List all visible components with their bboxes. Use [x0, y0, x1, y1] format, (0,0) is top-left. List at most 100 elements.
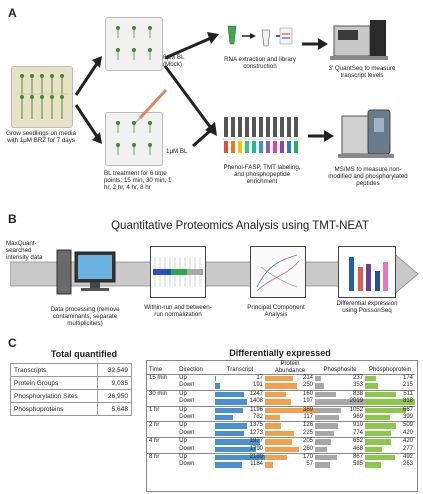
phosphosite-bar — [315, 391, 336, 398]
time-cell: 1 hr — [149, 406, 160, 413]
phosphoprotein-bar — [365, 415, 390, 421]
col-transcript: Transcript — [226, 367, 254, 373]
phosphosite-value: 652 — [352, 438, 363, 445]
phosphosite-cell: 910 — [315, 422, 365, 430]
row-value: 9,035 — [97, 376, 132, 390]
phosphoprotein-value: 277 — [402, 445, 413, 452]
row-value: 32,549 — [97, 363, 132, 377]
transcript-bar — [215, 399, 247, 405]
phosphosite-cell: 652 — [315, 438, 365, 446]
protein-bar — [265, 462, 273, 468]
phosphosite-value: 1052 — [349, 406, 363, 413]
protein-bar — [265, 376, 293, 382]
mass-spectrometer-icon — [338, 109, 394, 158]
transcript-bar — [215, 415, 233, 421]
transcript-value: 1196 — [250, 406, 263, 413]
transcript-cell: 1977 — [215, 438, 265, 446]
table-row: 30 min Up 1247 160 838 511 — [147, 390, 415, 398]
protein-cell: 197 — [265, 398, 315, 406]
phosphoprotein-value: 492 — [402, 454, 413, 461]
table-row: 15 min Up 17 214 237 174 — [147, 374, 415, 383]
phenol-label: Phenol-FASP, TMT labeling, and phosphope… — [223, 164, 301, 186]
table-row: Phosphorylation Sites 26,950 — [9, 389, 132, 403]
phosphosite-value: 468 — [352, 445, 363, 452]
phosphosite-bar — [315, 407, 341, 414]
transcript-value: 1375 — [249, 422, 263, 429]
phosphoprotein-bar — [365, 430, 391, 437]
diffexp-bar — [366, 263, 371, 291]
tmt-tubes-icon — [222, 117, 302, 153]
pca-plot — [250, 246, 306, 298]
phosphoprotein-cell: 420 — [365, 438, 415, 446]
row-value: 5,648 — [97, 402, 132, 416]
phosphoprotein-bar — [365, 439, 391, 445]
protein-cell: 126 — [265, 422, 315, 430]
diff-expressed-table: Time Direction Transcript Protein Abunda… — [147, 361, 415, 469]
table-row: Down 1790 260 468 277 — [147, 446, 415, 454]
phosphoprotein-value: 509 — [402, 422, 413, 429]
rna-label: RNA extraction and library construction — [224, 56, 296, 71]
seedlings-icon — [16, 74, 68, 119]
phosphosite-bar — [315, 399, 365, 405]
transcript-value: 1184 — [250, 461, 263, 468]
time-cell — [147, 414, 177, 422]
time-cell — [147, 461, 177, 468]
phosphoprotein-value: 667 — [402, 406, 413, 413]
direction-cell: Down — [179, 429, 195, 436]
transcript-value: 191 — [252, 382, 263, 389]
table-row: Protein Groups 9,035 — [9, 376, 132, 390]
table-row: Phosphoproteins 5,648 — [9, 402, 132, 416]
time-cell — [147, 398, 177, 406]
protein-cell: 214 — [265, 375, 315, 383]
protein-cell: 260 — [265, 446, 315, 454]
diffexp-bars — [345, 251, 391, 291]
protein-bar — [265, 415, 280, 421]
bl-label: 1μM BL — [166, 148, 188, 155]
protein-bar — [265, 423, 281, 429]
phosphoprotein-cell: 174 — [365, 375, 415, 383]
time-cell: 15 min — [149, 375, 168, 381]
transcript-cell: 1408 — [215, 398, 265, 406]
transcript-bar — [215, 430, 244, 437]
direction-cell: Up — [179, 454, 187, 461]
transcript-value: 782 — [252, 414, 263, 421]
seedling-plate — [11, 66, 73, 128]
protein-value: 160 — [302, 390, 313, 397]
transcript-value: 2189 — [249, 454, 263, 461]
time-cell: 30 min — [149, 390, 168, 397]
panel-label-b: B — [8, 212, 17, 226]
phosphoprotein-bar — [365, 462, 381, 468]
protein-bar — [265, 399, 291, 405]
table-row: Down 1408 197 2019 818 — [147, 398, 415, 406]
phosphoprotein-bar — [365, 391, 396, 398]
transcript-cell: 1184 — [215, 461, 265, 468]
phosphosite-value: 353 — [352, 382, 363, 389]
time-cell — [147, 446, 177, 454]
protein-bar — [265, 383, 297, 389]
phosphoprotein-bar — [365, 407, 406, 414]
normalization-plot — [150, 246, 206, 298]
row-label: Phosphorylation Sites — [9, 389, 99, 403]
protein-cell: 170 — [265, 454, 315, 462]
phosphoprotein-bar — [365, 446, 382, 453]
col-protein: Protein Abundance — [274, 361, 306, 374]
transcript-bar — [215, 455, 265, 461]
direction-cell: Up — [179, 422, 187, 429]
transcript-value: 1408 — [249, 398, 263, 405]
transcript-cell: 17 — [215, 375, 265, 383]
phosphosite-value: 867 — [352, 454, 363, 461]
row-value: 26,950 — [97, 389, 132, 403]
phosphoprotein-value: 263 — [402, 461, 413, 468]
phosphosite-bar — [315, 423, 338, 429]
protein-cell: 205 — [265, 438, 315, 446]
table-row: 8 hr Up 2189 170 867 492 — [147, 453, 415, 462]
normalization-label: Within-run and between-run normalization — [144, 304, 212, 319]
phosphosite-value: 237 — [352, 375, 363, 381]
time-cell — [147, 382, 177, 390]
phosphoprotein-bar — [365, 399, 415, 405]
phosphosite-value: 838 — [352, 390, 363, 397]
input-label: MaxQuant-searched intensity data — [6, 240, 43, 262]
phosphoprotein-value: 420 — [402, 429, 413, 436]
phosphoprotein-cell: 277 — [365, 446, 415, 454]
transcript-value: 17 — [256, 375, 263, 381]
